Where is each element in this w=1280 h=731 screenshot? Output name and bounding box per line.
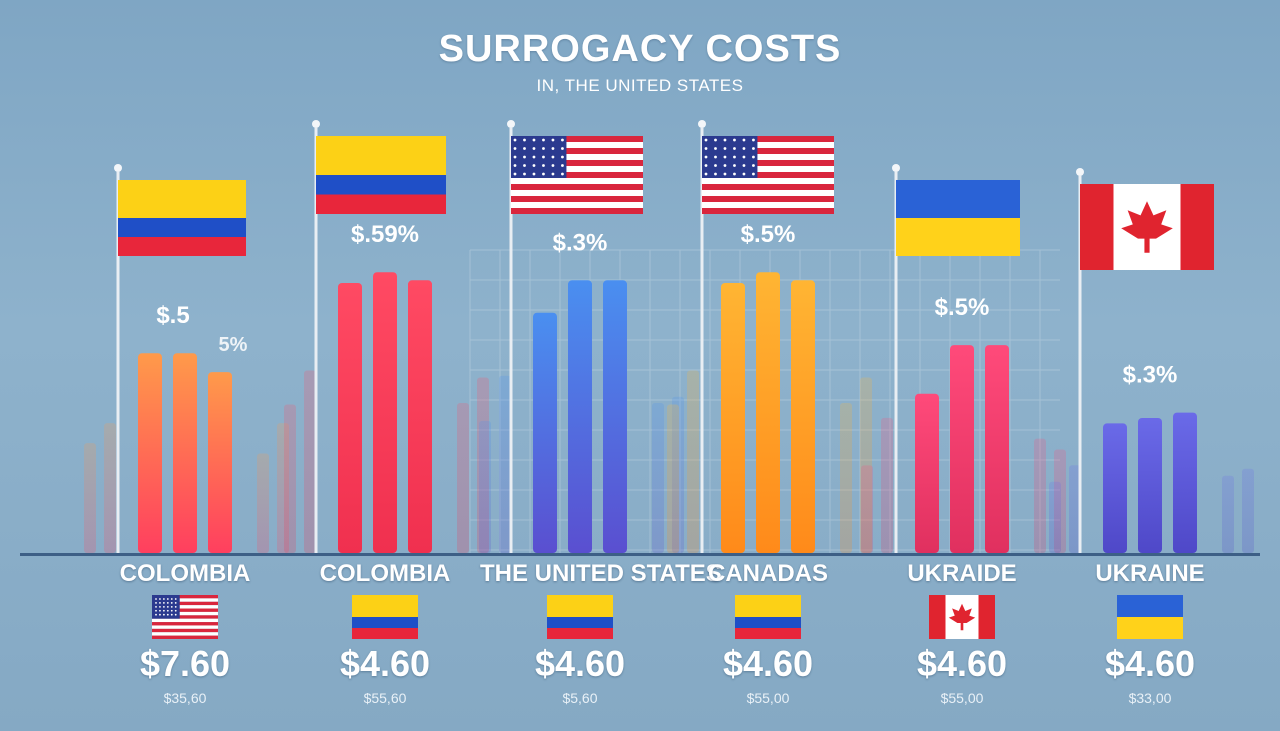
value-label: $.5% (935, 294, 990, 321)
bar (721, 283, 745, 553)
flag-pole-cap (1076, 168, 1084, 176)
bar (915, 393, 939, 553)
chart-subtitle: IN, THE UNITED STATES (536, 76, 744, 95)
sub-price-label: $55,60 (363, 690, 407, 706)
price-label: $7.60 (139, 643, 231, 684)
bar (791, 280, 815, 553)
value-label: $.3% (1123, 362, 1178, 389)
bar (533, 312, 557, 553)
value-label-secondary: 5% (219, 334, 248, 356)
price-label: $4.60 (722, 643, 814, 684)
ghost-bar (881, 417, 893, 553)
price-label: $4.60 (534, 643, 626, 684)
bar (1138, 418, 1162, 553)
sub-price-label: $55,00 (940, 690, 984, 706)
pole-colombia-flag (118, 180, 246, 256)
ghost-bar (1069, 465, 1081, 553)
flag-pole-cap (507, 120, 515, 128)
bar (138, 353, 162, 553)
bar (950, 345, 974, 553)
sub-price-label: $55,00 (746, 690, 790, 706)
ghost-bar (257, 453, 269, 553)
ghost-bar (479, 420, 491, 553)
value-label: $.5 (156, 302, 189, 329)
country-label: CANADAS (708, 560, 828, 587)
price-label: $4.60 (1104, 643, 1196, 684)
bar (756, 272, 780, 553)
bar (408, 280, 432, 553)
country-label: COLOMBIA (119, 560, 251, 587)
ghost-bar (667, 404, 679, 553)
ghost-bar (1222, 475, 1234, 553)
bar (373, 272, 397, 553)
pole-usa-flag (702, 136, 834, 214)
bar (338, 283, 362, 553)
flag-pole-cap (698, 120, 706, 128)
price-label: $4.60 (916, 643, 1008, 684)
ghost-bar (652, 403, 664, 553)
ghost-bar (1242, 468, 1254, 553)
ghost-bar (1034, 438, 1046, 553)
small-colombia-flag (735, 595, 801, 639)
country-label: UKRAINE (1095, 560, 1205, 587)
bar (568, 280, 592, 553)
bar (208, 372, 232, 553)
chart-title: SURROGACY COSTS (438, 28, 842, 70)
baseline (20, 553, 1260, 556)
small-colombia-flag (352, 595, 418, 639)
bar (1173, 412, 1197, 553)
small-canada-flag (929, 595, 995, 639)
bar (985, 345, 1009, 553)
small-usa-flag (152, 595, 218, 639)
bar (1103, 423, 1127, 553)
country-label: THE UNITED STATES (480, 560, 722, 587)
ghost-bar (840, 403, 852, 553)
value-label: $.59% (351, 221, 419, 248)
small-colombia-flag (547, 595, 613, 639)
sub-price-label: $5,60 (562, 690, 598, 706)
pole-ukraine-flag (896, 180, 1020, 256)
flag-pole-cap (892, 164, 900, 172)
bar (603, 280, 627, 553)
pole-colombia-flag (316, 136, 446, 214)
flag-pole-cap (114, 164, 122, 172)
country-label: COLOMBIA (319, 560, 451, 587)
flag-pole-cap (312, 120, 320, 128)
ghost-bar (687, 370, 699, 553)
pole-usa-flag (511, 136, 643, 214)
value-label: $.3% (553, 229, 608, 256)
value-label: $.5% (741, 221, 796, 248)
ghost-bar (457, 403, 469, 553)
ghost-bar (861, 465, 873, 553)
bar (173, 353, 197, 553)
ghost-bar (84, 443, 96, 553)
ghost-bar (284, 404, 296, 553)
country-label: UKRAIDE (907, 560, 1017, 587)
ghost-bar (1049, 481, 1061, 553)
ghost-bar (499, 375, 511, 553)
small-ukraine-flag (1117, 595, 1183, 639)
sub-price-label: $35,60 (163, 690, 207, 706)
pole-canada-flag (1080, 184, 1214, 270)
price-label: $4.60 (339, 643, 431, 684)
ghost-bar (104, 423, 116, 553)
ghost-bar (304, 370, 316, 553)
sub-price-label: $33,00 (1128, 690, 1172, 706)
